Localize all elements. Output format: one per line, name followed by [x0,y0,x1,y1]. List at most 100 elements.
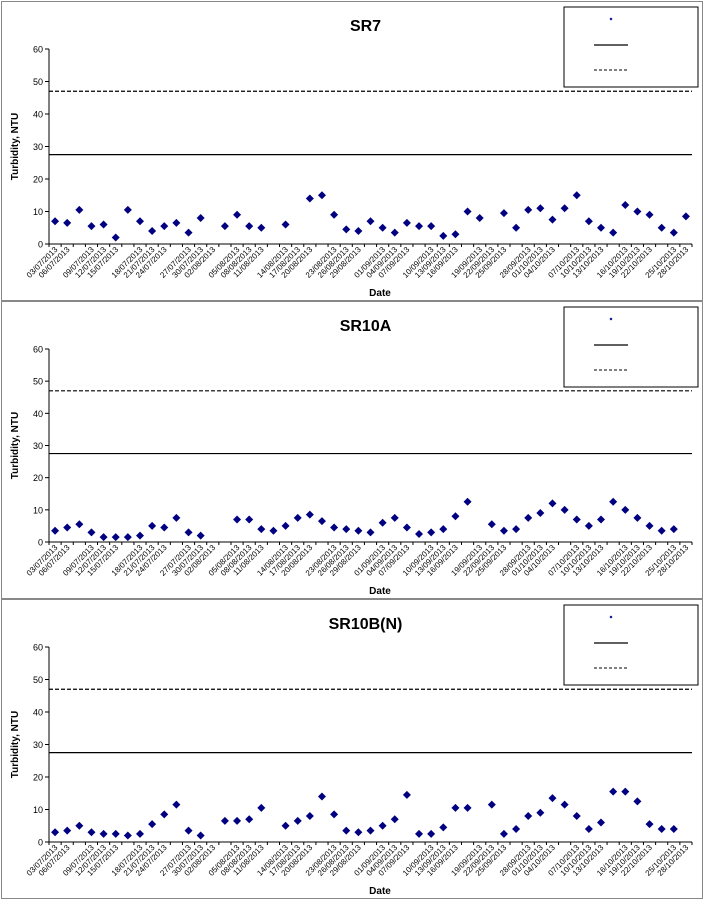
legend-box [563,6,699,88]
data-point [317,792,326,801]
y-tick-label: 0 [38,538,43,548]
data-point [524,205,533,214]
data-point [609,787,618,796]
data-point [366,826,375,835]
data-point [172,513,181,522]
data-point [669,525,678,534]
data-point [184,528,193,537]
data-point [451,512,460,521]
y-tick-label: 40 [33,110,43,120]
data-point [354,227,363,235]
y-tick-label: 10 [33,805,43,815]
data-point [402,790,411,799]
data-point [572,515,581,524]
legend-marker-key [609,17,613,21]
data-point [172,800,181,809]
data-point [99,533,108,542]
legend-box [563,604,699,686]
data-point [293,513,302,522]
data-point [439,525,448,534]
chart-title: SR10B(N) [329,616,403,633]
data-point [415,829,424,838]
data-point [75,821,84,830]
data-point [317,191,326,200]
data-point [245,815,254,824]
data-point [475,214,484,222]
data-point [609,497,618,506]
data-point [257,525,266,534]
data-point [402,523,411,532]
data-point [536,808,545,817]
data-point [584,825,593,833]
data-point [402,218,411,227]
y-tick-label: 0 [38,838,43,848]
data-point [463,803,472,812]
y-axis-label: Turbidity, NTU [10,711,21,778]
data-point [135,829,144,838]
y-tick-label: 20 [33,175,43,185]
data-point [633,797,642,806]
data-point [257,803,266,812]
data-point [220,222,229,231]
data-point [621,505,630,514]
data-point [135,531,144,540]
legend-box [563,306,699,388]
data-point [499,829,508,838]
data-point [123,205,132,214]
chart-panel-sr10a: SR10A 0 10 20 30 40 50 60 Turbidity, NTU 03/07/20… [1,301,703,599]
y-tick-label: 0 [38,240,43,250]
data-point [524,812,533,820]
data-point [669,228,678,237]
data-point [499,209,508,218]
data-point [487,520,496,529]
y-tick-label: 50 [33,377,43,387]
data-point [366,528,375,537]
y-tick-label: 60 [33,345,43,355]
chart-panel-sr7: SR7 0 10 20 30 40 50 60 Turbidity, NTU 03/07/2013… [1,1,703,301]
data-point [160,523,169,532]
y-axis-label: Turbidity, NTU [10,113,21,180]
y-tick-label: 30 [33,142,43,152]
data-point [463,207,472,216]
data-point [63,826,72,835]
data-point [305,812,314,820]
data-point [390,815,399,824]
x-axis-label: Date [369,886,391,897]
y-tick-label: 10 [33,505,43,515]
data-point [245,222,254,231]
y-tick-label: 40 [33,409,43,419]
data-point [63,218,72,227]
data-point [657,526,666,535]
data-point [463,497,472,506]
data-point [99,829,108,838]
data-point [621,787,630,796]
data-point [233,515,242,524]
data-point [196,831,205,840]
data-point [51,828,60,837]
data-point [148,820,157,829]
data-point [330,810,339,819]
data-point [584,521,593,530]
y-tick-label: 40 [33,708,43,718]
data-point [269,526,278,535]
data-point [51,526,60,535]
data-point [233,210,242,219]
data-point [390,228,399,237]
data-point [390,513,399,522]
data-point [196,531,205,540]
data-point [87,528,96,537]
data-point [160,810,169,819]
data-point [123,831,132,840]
y-tick-label: 20 [33,773,43,783]
data-point [160,222,169,231]
data-point [233,816,242,825]
y-tick-label: 50 [33,77,43,87]
data-point [427,528,436,537]
data-point [645,820,654,829]
data-point [572,191,581,200]
data-point [584,217,593,226]
data-point [87,828,96,837]
data-point [245,515,254,524]
data-point [681,212,690,221]
